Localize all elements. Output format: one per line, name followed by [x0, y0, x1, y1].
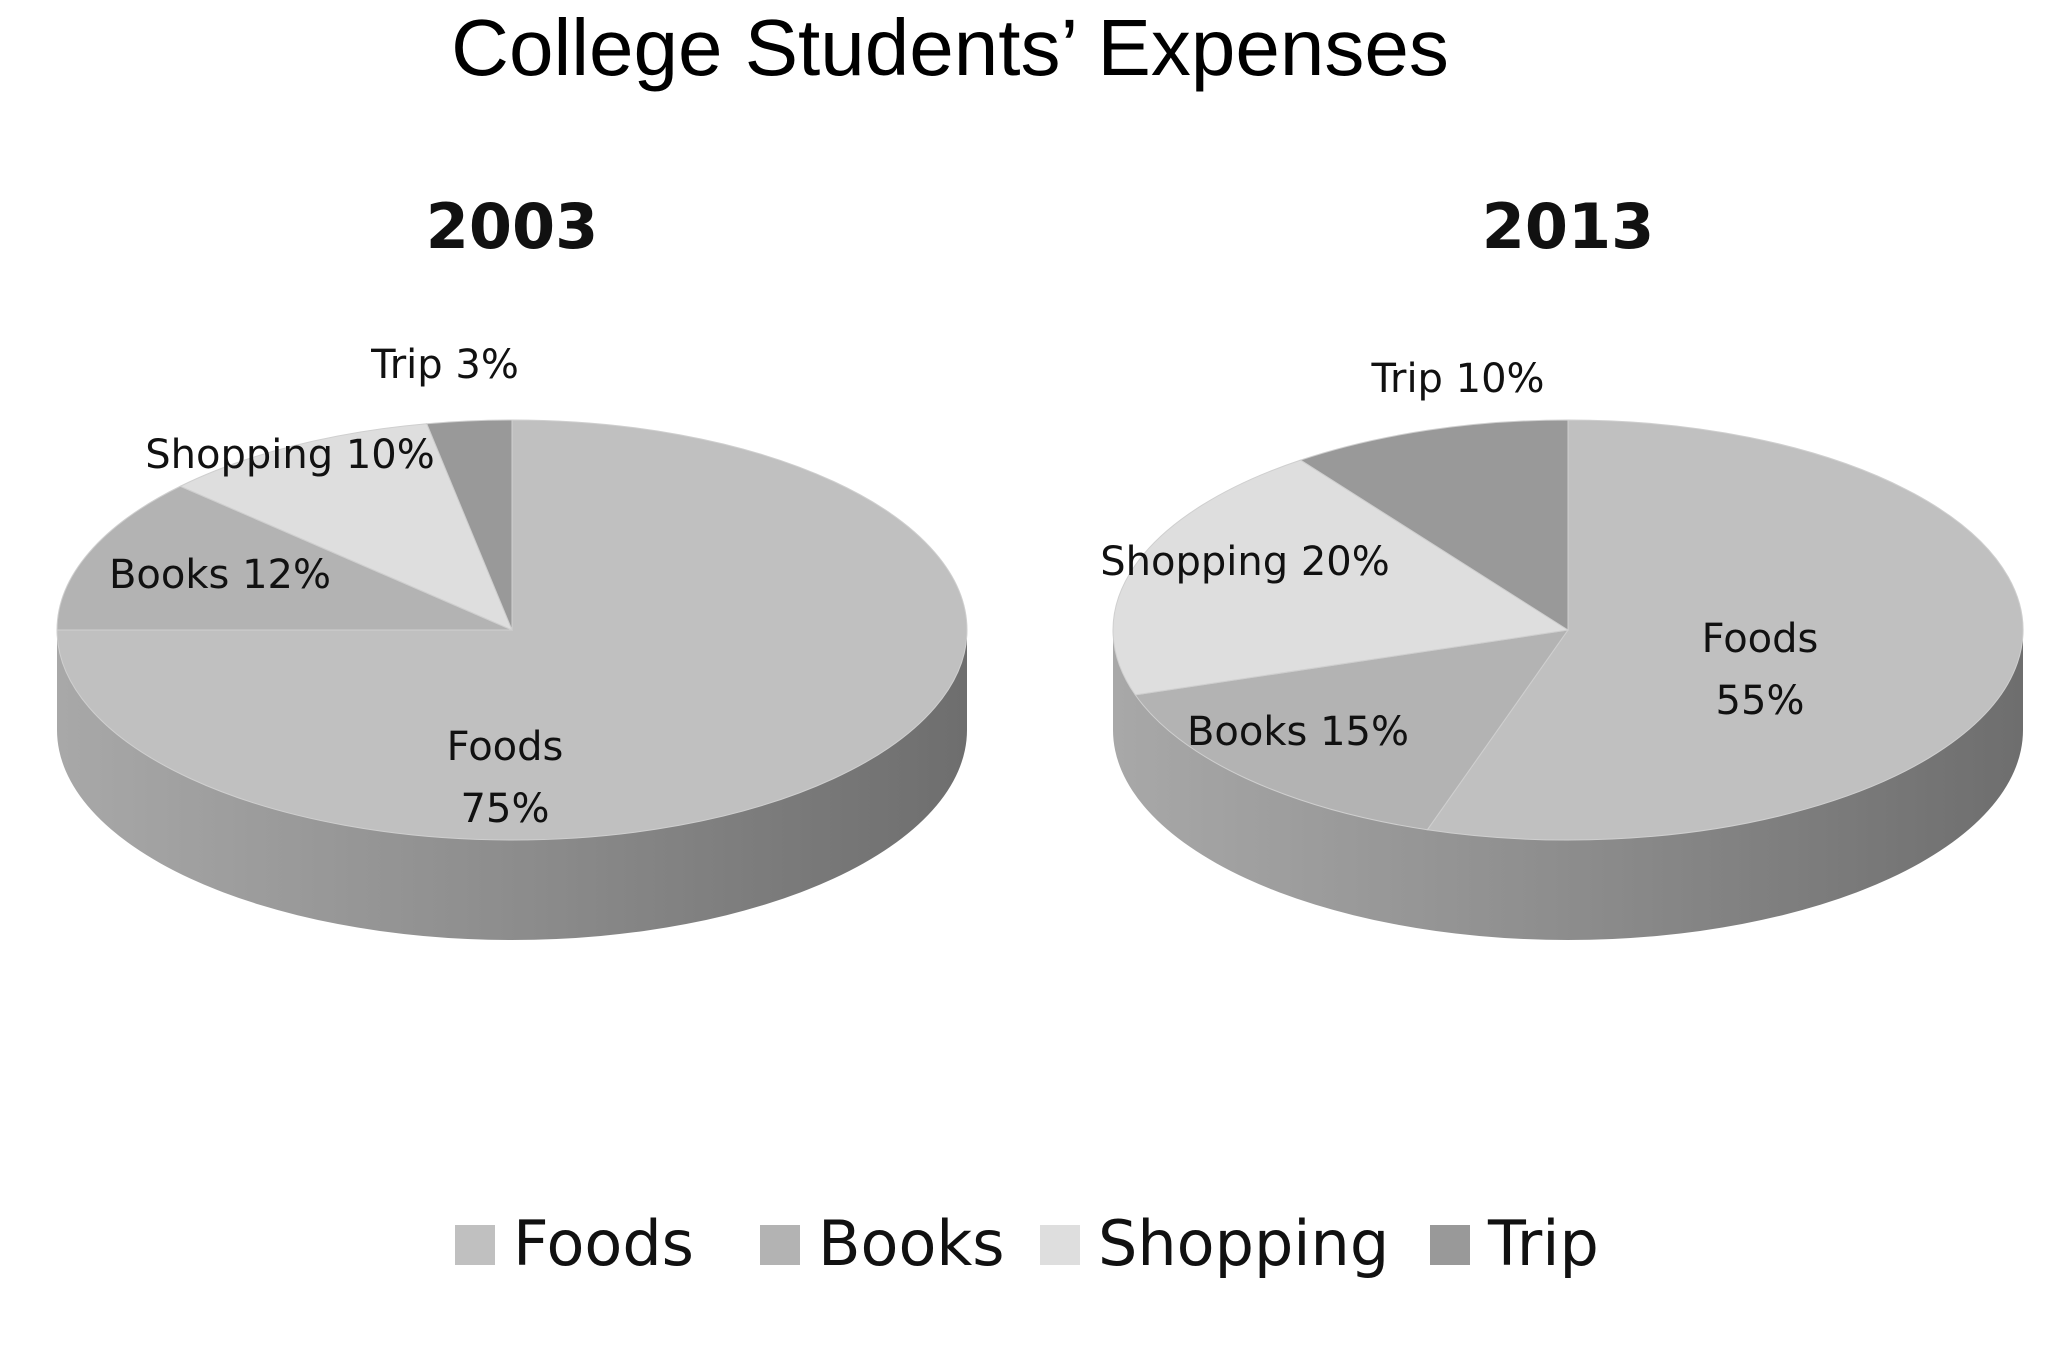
pie-title: 2013: [1482, 190, 1655, 263]
pie-title: 2003: [426, 190, 599, 263]
legend-swatch-books: [760, 1225, 800, 1265]
pie-label-trip: Trip 3%: [370, 342, 519, 388]
pie-label-books: Books 15%: [1187, 709, 1409, 755]
pie-label-shopping: Shopping 10%: [145, 432, 434, 478]
pie-slice-trip: [1299, 419, 1569, 631]
pie-side-wall: [1113, 630, 2023, 940]
legend-swatch-shopping: [1040, 1225, 1080, 1265]
pie-slice-trip: [426, 419, 513, 631]
pie-chart-2013: 2013 Foods 55% Books 15% Shopping 20% Trip 10…: [1100, 190, 2024, 940]
chart-title: College Students’ Expenses: [451, 3, 1449, 92]
legend-swatch-trip: [1430, 1225, 1470, 1265]
pie-slice-books: [56, 485, 513, 631]
pie-chart-2003: 2003 Foods 75% Books 12% Shopping 10% Trip 3%: [56, 190, 968, 940]
pie-label-books: Books 12%: [109, 552, 331, 598]
pie-label-trip: Trip 10%: [1370, 356, 1544, 402]
pie-side-wall: [57, 630, 967, 940]
pie-slice-foods: [56, 419, 968, 841]
pie-slice-shopping: [179, 423, 513, 631]
pie-slice-books: [1134, 629, 1570, 831]
pie-slice-shopping: [1112, 459, 1570, 696]
legend-label-trip: Trip: [1487, 1207, 1599, 1280]
legend-swatch-foods: [455, 1225, 495, 1265]
legend: Foods Books Shopping Trip: [455, 1207, 1599, 1280]
pie-label-foods: Foods 75%: [447, 724, 564, 832]
legend-label-foods: Foods: [513, 1207, 694, 1280]
legend-label-shopping: Shopping: [1098, 1207, 1389, 1280]
pie-label-shopping: Shopping 20%: [1100, 539, 1389, 585]
pie-label-foods: Foods 55%: [1702, 616, 1819, 724]
legend-label-books: Books: [818, 1207, 1005, 1280]
pie-slice-foods: [1426, 419, 2024, 841]
